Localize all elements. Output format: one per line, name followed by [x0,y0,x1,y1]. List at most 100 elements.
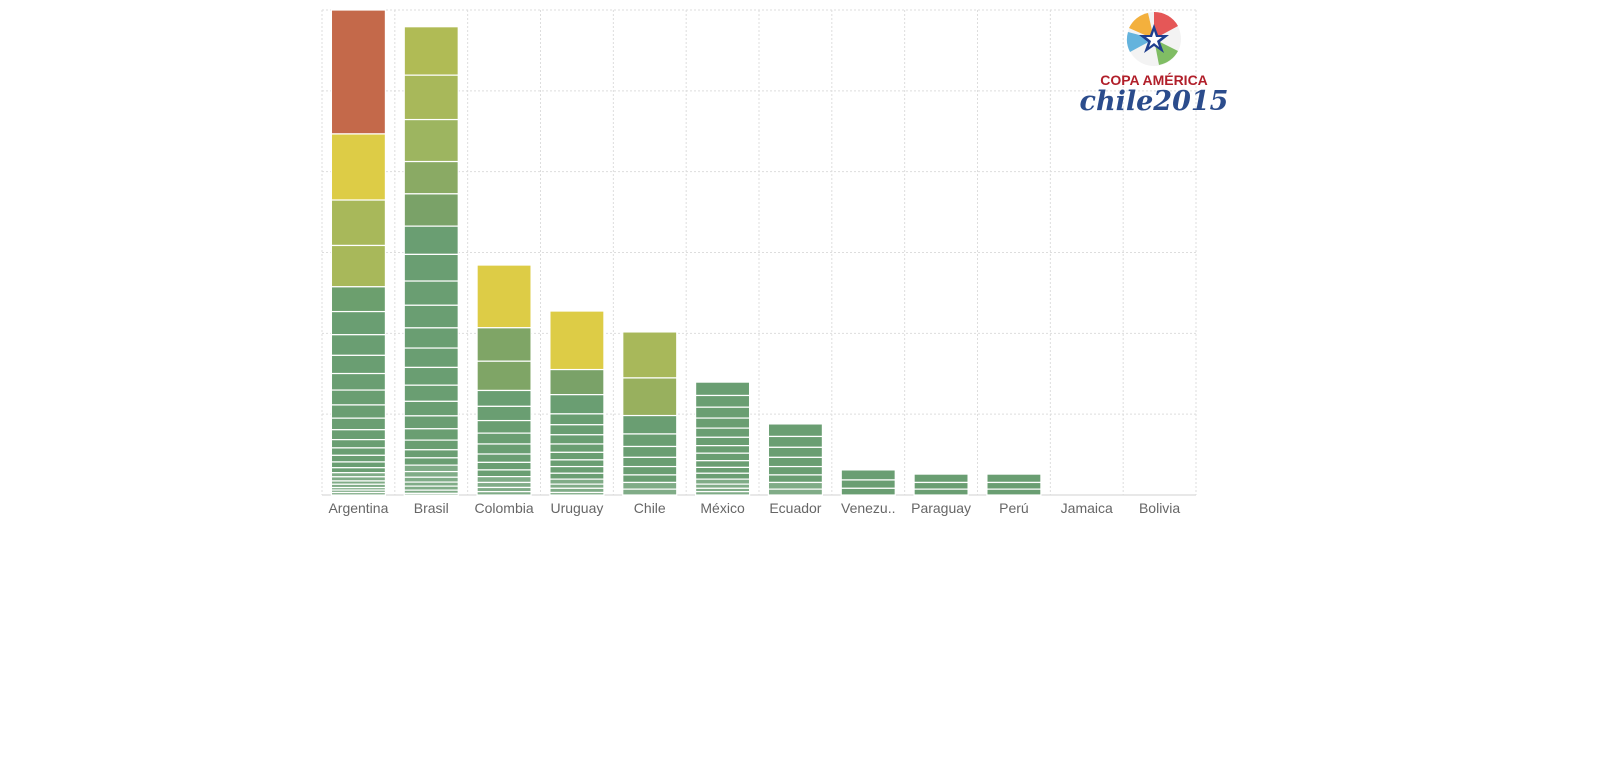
bar-segment [549,491,605,496]
bar-segment [549,465,605,474]
bar-segment [694,394,751,408]
bar-segment [913,473,969,484]
grid [321,9,1197,496]
bar-segment [330,372,387,391]
category-label: México [700,500,745,516]
bar-segment [694,406,751,419]
bar-segment [403,400,459,417]
bars [330,9,1042,496]
bar-segment [330,389,387,406]
bar-segment [694,460,751,469]
category-label: Bolivia [1139,500,1180,516]
bar-segment [403,428,459,441]
category-label: Perú [999,500,1029,516]
bar-segment [403,280,459,306]
bar-segment [330,417,387,431]
bar-segment [403,74,459,121]
bar-mxico [694,381,751,496]
bar-segment [330,199,387,247]
bar-segment [403,327,459,349]
bar-segment [403,470,459,478]
bar-paraguay [913,473,969,496]
bar-segment [549,394,605,415]
bar-segment [694,417,751,429]
bar-segment [549,424,605,436]
bar-segment [694,381,751,397]
bar-segment [403,366,459,386]
bar-segment [767,481,824,490]
bar-segment [622,465,678,476]
bar-segment [403,464,459,473]
bar-segment [330,476,387,482]
bar-segment [549,459,605,468]
bar-segment [330,244,387,288]
bar-segment [549,487,605,494]
bar-segment [330,286,387,313]
category-label: Colombia [475,500,534,516]
bar-segment [840,469,896,481]
bar-segment [694,452,751,462]
bar-segment [767,488,824,496]
bar-brasil [403,26,459,496]
bar-segment [549,483,605,489]
bar-segment [476,264,532,329]
bar-segment [549,310,605,371]
bar-per [986,473,1042,496]
bar-segment [330,354,387,375]
bar-segment [403,384,459,402]
bar-segment [549,368,605,396]
bar-segment [330,467,387,474]
bar-segment [549,413,605,426]
category-labels: Argentina Brasil Colombia Uruguay Chile Méxic… [328,500,1180,516]
bar-segment [549,478,605,485]
bar-segment [330,310,387,336]
bar-segment [403,481,459,487]
logo-ball-patch [1154,11,1178,39]
bar-segment [476,443,532,455]
category-label: Argentina [328,500,388,516]
bar-segment [767,474,824,484]
bar-segment [986,481,1042,490]
category-label: Jamaica [1061,500,1113,516]
bar-segment [767,446,824,458]
bar-segment [476,486,532,493]
bar-segment [330,447,387,456]
bar-segment [913,488,969,496]
category-label: Brasil [414,500,449,516]
bar-segment [403,449,459,459]
bar-segment [403,415,459,430]
bar-segment [622,414,678,435]
bar-ecuador [767,423,824,496]
bar-segment [767,435,824,448]
bar-segment [403,304,459,329]
bar-segment [476,481,532,489]
bar-segment [767,465,824,476]
bar-segment [622,331,678,379]
bar-segment [622,474,678,484]
bar-segment [330,133,387,201]
bar-chile [622,331,678,496]
bar-segment [330,334,387,356]
logo-ball-patch [1129,13,1154,39]
bar-segment [476,469,532,478]
logo-ball-patch [1126,32,1154,52]
bar-segment [403,347,459,369]
bar-segment [476,491,532,496]
star-icon [1146,31,1162,47]
bar-segment [403,439,459,451]
bar-segment [403,118,459,163]
bar-segment [403,26,459,76]
bar-segment [549,472,605,480]
bar-segment [622,445,678,458]
bar-segment [986,473,1042,484]
bar-segment [986,488,1042,496]
category-label: Uruguay [550,500,603,516]
bar-segment [476,461,532,471]
bar-segment [840,487,896,496]
bar-segment [330,461,387,469]
logo-subtitle: chile2015 [1080,86,1229,117]
bar-segment [330,454,387,463]
bar-segment [694,483,751,489]
bar-segment [913,481,969,490]
